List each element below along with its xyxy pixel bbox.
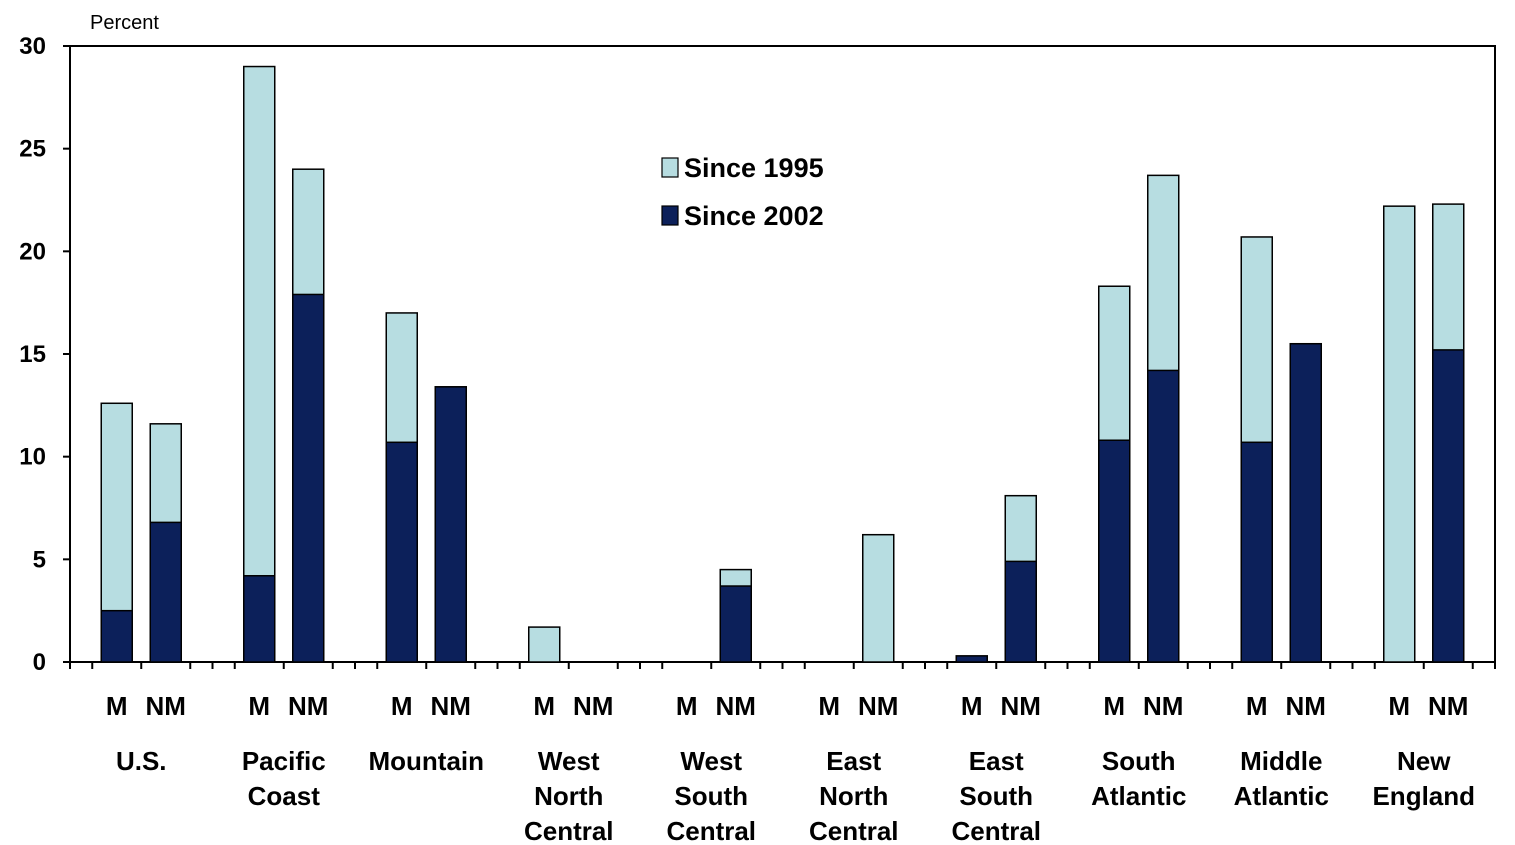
subcategory-label-3-nm: NM bbox=[573, 691, 613, 721]
group-label-8: Middle Atlantic bbox=[1234, 746, 1329, 811]
subcategory-label-7-nm: NM bbox=[1143, 691, 1183, 721]
bar-since-2002-group-8-m bbox=[1240, 441, 1273, 663]
group-label-line: Atlantic bbox=[1234, 781, 1329, 811]
y-tick-label-25: 25 bbox=[19, 136, 46, 163]
subcategory-label-9-m: M bbox=[1388, 691, 1410, 721]
group-label-line: Mountain bbox=[368, 746, 484, 776]
group-label-line: North bbox=[819, 781, 888, 811]
subcategory-label-0-m: M bbox=[106, 691, 128, 721]
bars-layer bbox=[100, 65, 1465, 663]
legend-swatch-since-1995 bbox=[661, 157, 679, 178]
y-unit-label: Percent bbox=[90, 12, 159, 34]
bar-since-2002-group-8-nm bbox=[1289, 342, 1322, 663]
subcategory-label-8-nm: NM bbox=[1286, 691, 1326, 721]
bar-since-2002-group-4-nm bbox=[719, 585, 752, 663]
subcategory-label-2-nm: NM bbox=[431, 691, 471, 721]
subcategory-label-4-nm: NM bbox=[716, 691, 756, 721]
axis-layer: 0 5 10 15 20 25 30 bbox=[19, 33, 1496, 676]
bar-since-2002-group-2-m bbox=[385, 441, 418, 663]
group-label-7: South Atlantic bbox=[1091, 746, 1186, 811]
subcategory-label-8-m: M bbox=[1246, 691, 1268, 721]
bar-since-1995-group-9-m bbox=[1383, 205, 1416, 663]
group-label-9: New England bbox=[1372, 746, 1475, 811]
group-label-line: South bbox=[1102, 746, 1176, 776]
legend-label-since-1995: Since 1995 bbox=[684, 153, 824, 183]
group-label-line: South bbox=[674, 781, 748, 811]
bar-since-2002-group-2-nm bbox=[434, 386, 467, 663]
y-tick-label-30: 30 bbox=[19, 33, 46, 60]
subcategory-label-9-nm: NM bbox=[1428, 691, 1468, 721]
subcategory-label-1-m: M bbox=[248, 691, 270, 721]
plot-frame bbox=[69, 45, 1496, 663]
group-label-4: West South Central bbox=[666, 746, 756, 845]
bar-since-2002-group-0-m bbox=[100, 609, 133, 663]
group-label-line: Atlantic bbox=[1091, 781, 1186, 811]
group-label-5: East North Central bbox=[809, 746, 899, 845]
group-label-line: North bbox=[534, 781, 603, 811]
group-label-line: Central bbox=[524, 816, 614, 845]
legend-label-since-2002: Since 2002 bbox=[684, 201, 824, 231]
bar-since-1995-group-5-nm bbox=[862, 533, 895, 663]
group-label-line: Pacific bbox=[242, 746, 326, 776]
subcategory-label-2-m: M bbox=[391, 691, 413, 721]
group-label-line: East bbox=[826, 746, 881, 776]
bar-since-2002-group-6-nm bbox=[1004, 560, 1037, 663]
group-label-line: Central bbox=[809, 816, 899, 845]
y-tick-label-15: 15 bbox=[19, 341, 46, 368]
bar-since-2002-group-7-m bbox=[1098, 439, 1131, 663]
group-label-line: Middle bbox=[1240, 746, 1322, 776]
legend: Since 1995 Since 2002 bbox=[661, 153, 824, 231]
group-label-line: U.S. bbox=[116, 746, 167, 776]
subcategory-label-1-nm: NM bbox=[288, 691, 328, 721]
y-tick-label-5: 5 bbox=[33, 546, 46, 573]
subcategory-label-5-nm: NM bbox=[858, 691, 898, 721]
group-label-line: West bbox=[680, 746, 742, 776]
subcategory-label-6-nm: NM bbox=[1001, 691, 1041, 721]
subcategory-label-4-m: M bbox=[676, 691, 698, 721]
bar-since-1995-group-3-m bbox=[528, 626, 561, 663]
bar-since-2002-group-0-nm bbox=[149, 521, 182, 663]
group-label-line: England bbox=[1372, 781, 1475, 811]
subcategory-label-6-m: M bbox=[961, 691, 983, 721]
group-label-0: U.S. bbox=[116, 746, 167, 776]
group-label-line: Coast bbox=[248, 781, 321, 811]
group-label-6: East South Central bbox=[951, 746, 1041, 845]
subcategory-label-3-m: M bbox=[533, 691, 555, 721]
legend-swatch-since-2002 bbox=[661, 205, 679, 226]
group-label-line: West bbox=[538, 746, 600, 776]
group-label-line: East bbox=[969, 746, 1024, 776]
group-label-2: Mountain bbox=[368, 746, 484, 776]
bar-since-2002-group-1-m bbox=[243, 575, 276, 663]
category-labels: M NM U.S. M NM Pacific Coast M NM Mountain M NM West… bbox=[106, 691, 1475, 845]
subcategory-label-5-m: M bbox=[818, 691, 840, 721]
group-label-line: New bbox=[1397, 746, 1451, 776]
y-tick-label-20: 20 bbox=[19, 238, 46, 265]
group-label-line: Central bbox=[951, 816, 1041, 845]
subcategory-label-7-m: M bbox=[1103, 691, 1125, 721]
y-tick-label-10: 10 bbox=[19, 444, 46, 471]
y-tick-label-0: 0 bbox=[33, 649, 46, 676]
group-label-line: South bbox=[959, 781, 1033, 811]
group-label-line: Central bbox=[666, 816, 756, 845]
bar-since-1995-group-1-m bbox=[243, 65, 276, 663]
bar-since-2002-group-9-nm bbox=[1432, 349, 1465, 663]
group-label-1: Pacific Coast bbox=[242, 746, 326, 811]
subcategory-label-0-nm: NM bbox=[146, 691, 186, 721]
group-label-3: West North Central bbox=[524, 746, 614, 845]
bar-since-2002-group-6-m bbox=[955, 655, 988, 663]
bar-since-2002-group-1-nm bbox=[292, 293, 325, 663]
bar-since-2002-group-7-nm bbox=[1147, 369, 1180, 663]
